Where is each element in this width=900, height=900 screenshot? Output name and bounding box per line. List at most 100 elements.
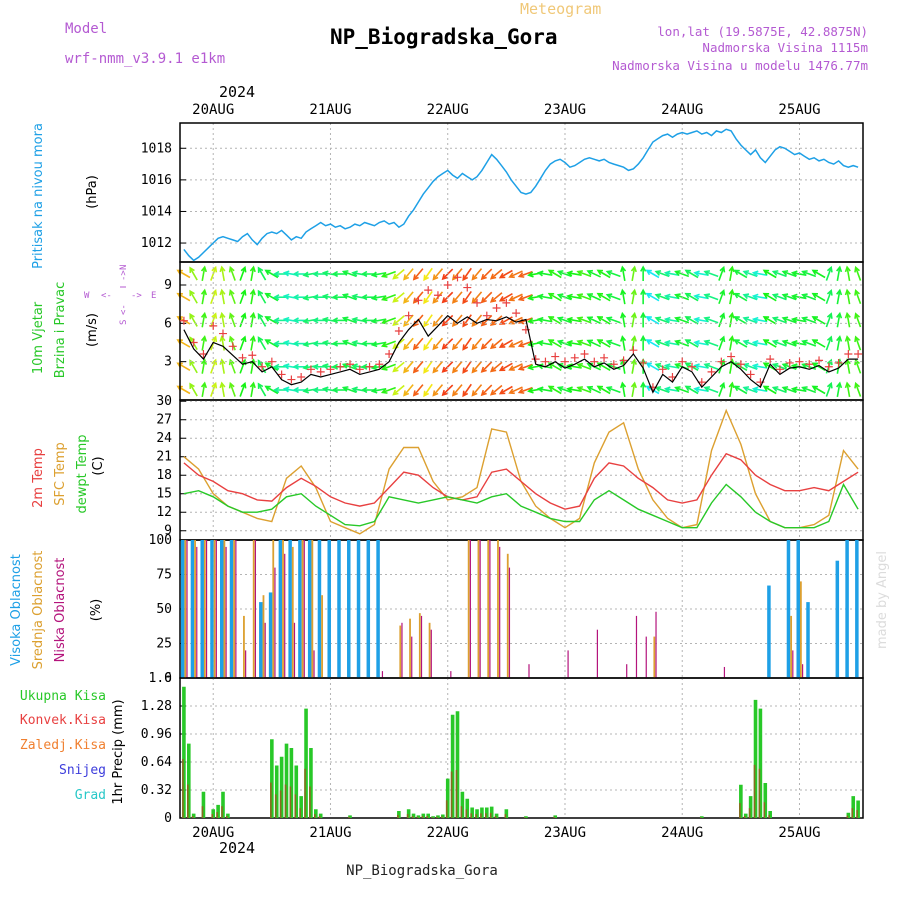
wind-arrow-head	[380, 388, 388, 394]
chart-title: NP_Biogradska_Gora	[330, 25, 558, 49]
wind-arrow	[577, 294, 592, 301]
total-precip-bar	[186, 743, 191, 818]
wind-arrow-head	[498, 272, 506, 279]
total-precip-bar	[763, 783, 768, 818]
pressure-ytick-label: 1014	[141, 204, 172, 219]
wind-arrow-head	[331, 294, 339, 301]
wind-arrow	[675, 317, 690, 324]
wind-arrow-head	[200, 311, 208, 319]
wind-arrow-head	[620, 335, 627, 342]
total-precip-bar	[455, 711, 460, 818]
wind-arrow-head	[596, 292, 604, 299]
wind-arrow	[257, 290, 267, 304]
total-precip-bar	[299, 796, 303, 818]
low-cloud-bar	[567, 650, 569, 678]
wind-arrow-head	[341, 293, 349, 300]
wind-arrow	[548, 269, 562, 279]
wind-arrow-head	[257, 289, 264, 297]
temp-ytick-label: 24	[156, 431, 172, 446]
wind-arrow-head	[228, 335, 235, 343]
wind-arrow-head	[826, 381, 833, 389]
wind-arrow-head	[471, 343, 478, 351]
wind-arrow-head	[801, 339, 808, 346]
wind-arrow-head	[489, 343, 497, 350]
wind-arrow-head	[200, 335, 208, 342]
high-cloud-bar	[210, 540, 214, 678]
wind-arrow-head	[844, 381, 851, 389]
wind-arrow	[753, 271, 768, 277]
convective-precip-bar	[455, 769, 458, 818]
wind-gust-mark	[815, 356, 824, 365]
temp-unit: (C)	[91, 456, 106, 475]
wind-arrow-head	[264, 339, 271, 345]
convective-precip-bar	[485, 813, 487, 818]
bottom-year-label: 2024	[219, 839, 255, 857]
wind-gust-mark	[727, 352, 736, 361]
convective-precip-bar	[318, 816, 321, 818]
wind-gust-mark	[375, 360, 384, 369]
wind-arrow-head	[302, 271, 310, 278]
wind-arrow	[846, 266, 851, 282]
wind-arrow-head	[228, 289, 235, 296]
wind-arrow-head	[432, 390, 439, 397]
wind-arrow	[763, 293, 777, 302]
pressure-panel: 1012 1014 1016 1018	[141, 122, 864, 263]
wind-arrow-head	[826, 265, 833, 273]
wind-arrow-head	[630, 335, 637, 342]
wind-arrow	[631, 359, 636, 374]
total-precip-bar	[758, 708, 763, 818]
total-precip-bar	[553, 815, 558, 818]
wind-arrow	[854, 359, 862, 374]
total-precip-bar	[397, 811, 401, 818]
wind-arrow-head	[811, 292, 818, 299]
wind-arrow-head	[854, 381, 861, 389]
wind-arrow-head	[620, 265, 627, 273]
wind-arrow-head	[441, 297, 448, 304]
wind-arrow	[509, 339, 523, 348]
total-precip-bar	[436, 815, 440, 818]
high-cloud-bar	[347, 540, 351, 678]
wind-arrow	[825, 336, 832, 351]
wind-arrow	[452, 384, 463, 396]
wind-arrow-head	[240, 312, 247, 319]
wind-gust-mark	[287, 375, 296, 384]
wind-arrow-head	[360, 363, 368, 370]
precip-legend-snow: Snijeg	[59, 763, 106, 778]
wind-arrow	[265, 385, 279, 395]
wind-arrow-head	[790, 340, 798, 347]
wind-arrow-head	[480, 366, 487, 373]
wind-arrow-head	[811, 316, 818, 322]
wind-arrow	[729, 290, 734, 305]
wind-arrow	[372, 295, 387, 300]
wind-arrow-head	[645, 269, 652, 276]
wind-arrow-head	[331, 270, 339, 278]
wind-gust-mark	[238, 353, 247, 362]
wind-arrow-head	[762, 292, 770, 299]
wind-gust-mark	[824, 362, 833, 371]
wind-arrow-head	[508, 295, 515, 302]
wind-arrow	[694, 295, 709, 300]
wind-arrow-head	[596, 316, 604, 322]
wind-gust-mark	[512, 309, 521, 318]
wind-arrow-head	[693, 316, 700, 323]
total-precip-bar	[314, 809, 318, 818]
total-precip-bar	[743, 813, 748, 818]
wind-gust-mark	[443, 281, 452, 289]
wind-arrow	[836, 313, 841, 328]
wind-arrow-head	[693, 363, 700, 370]
pressure-ytick-label: 1016	[141, 173, 172, 188]
wind-arrow	[621, 313, 626, 328]
wind-arrow-head	[674, 270, 681, 276]
wind-arrow	[239, 290, 246, 305]
wind-arrow	[423, 383, 433, 397]
wind-arrow	[825, 383, 832, 397]
wind-arrow	[846, 290, 851, 305]
wind-arrow	[753, 387, 768, 393]
precip-legend-total: Ukupna Kisa	[20, 689, 106, 704]
convective-precip-bar	[441, 816, 443, 818]
wind-arrow-head	[586, 362, 593, 369]
wind-arrow-head	[536, 270, 544, 277]
wind-arrow	[825, 290, 832, 305]
wind-arrow-head	[412, 343, 419, 351]
wind-arrow-head	[403, 320, 410, 328]
